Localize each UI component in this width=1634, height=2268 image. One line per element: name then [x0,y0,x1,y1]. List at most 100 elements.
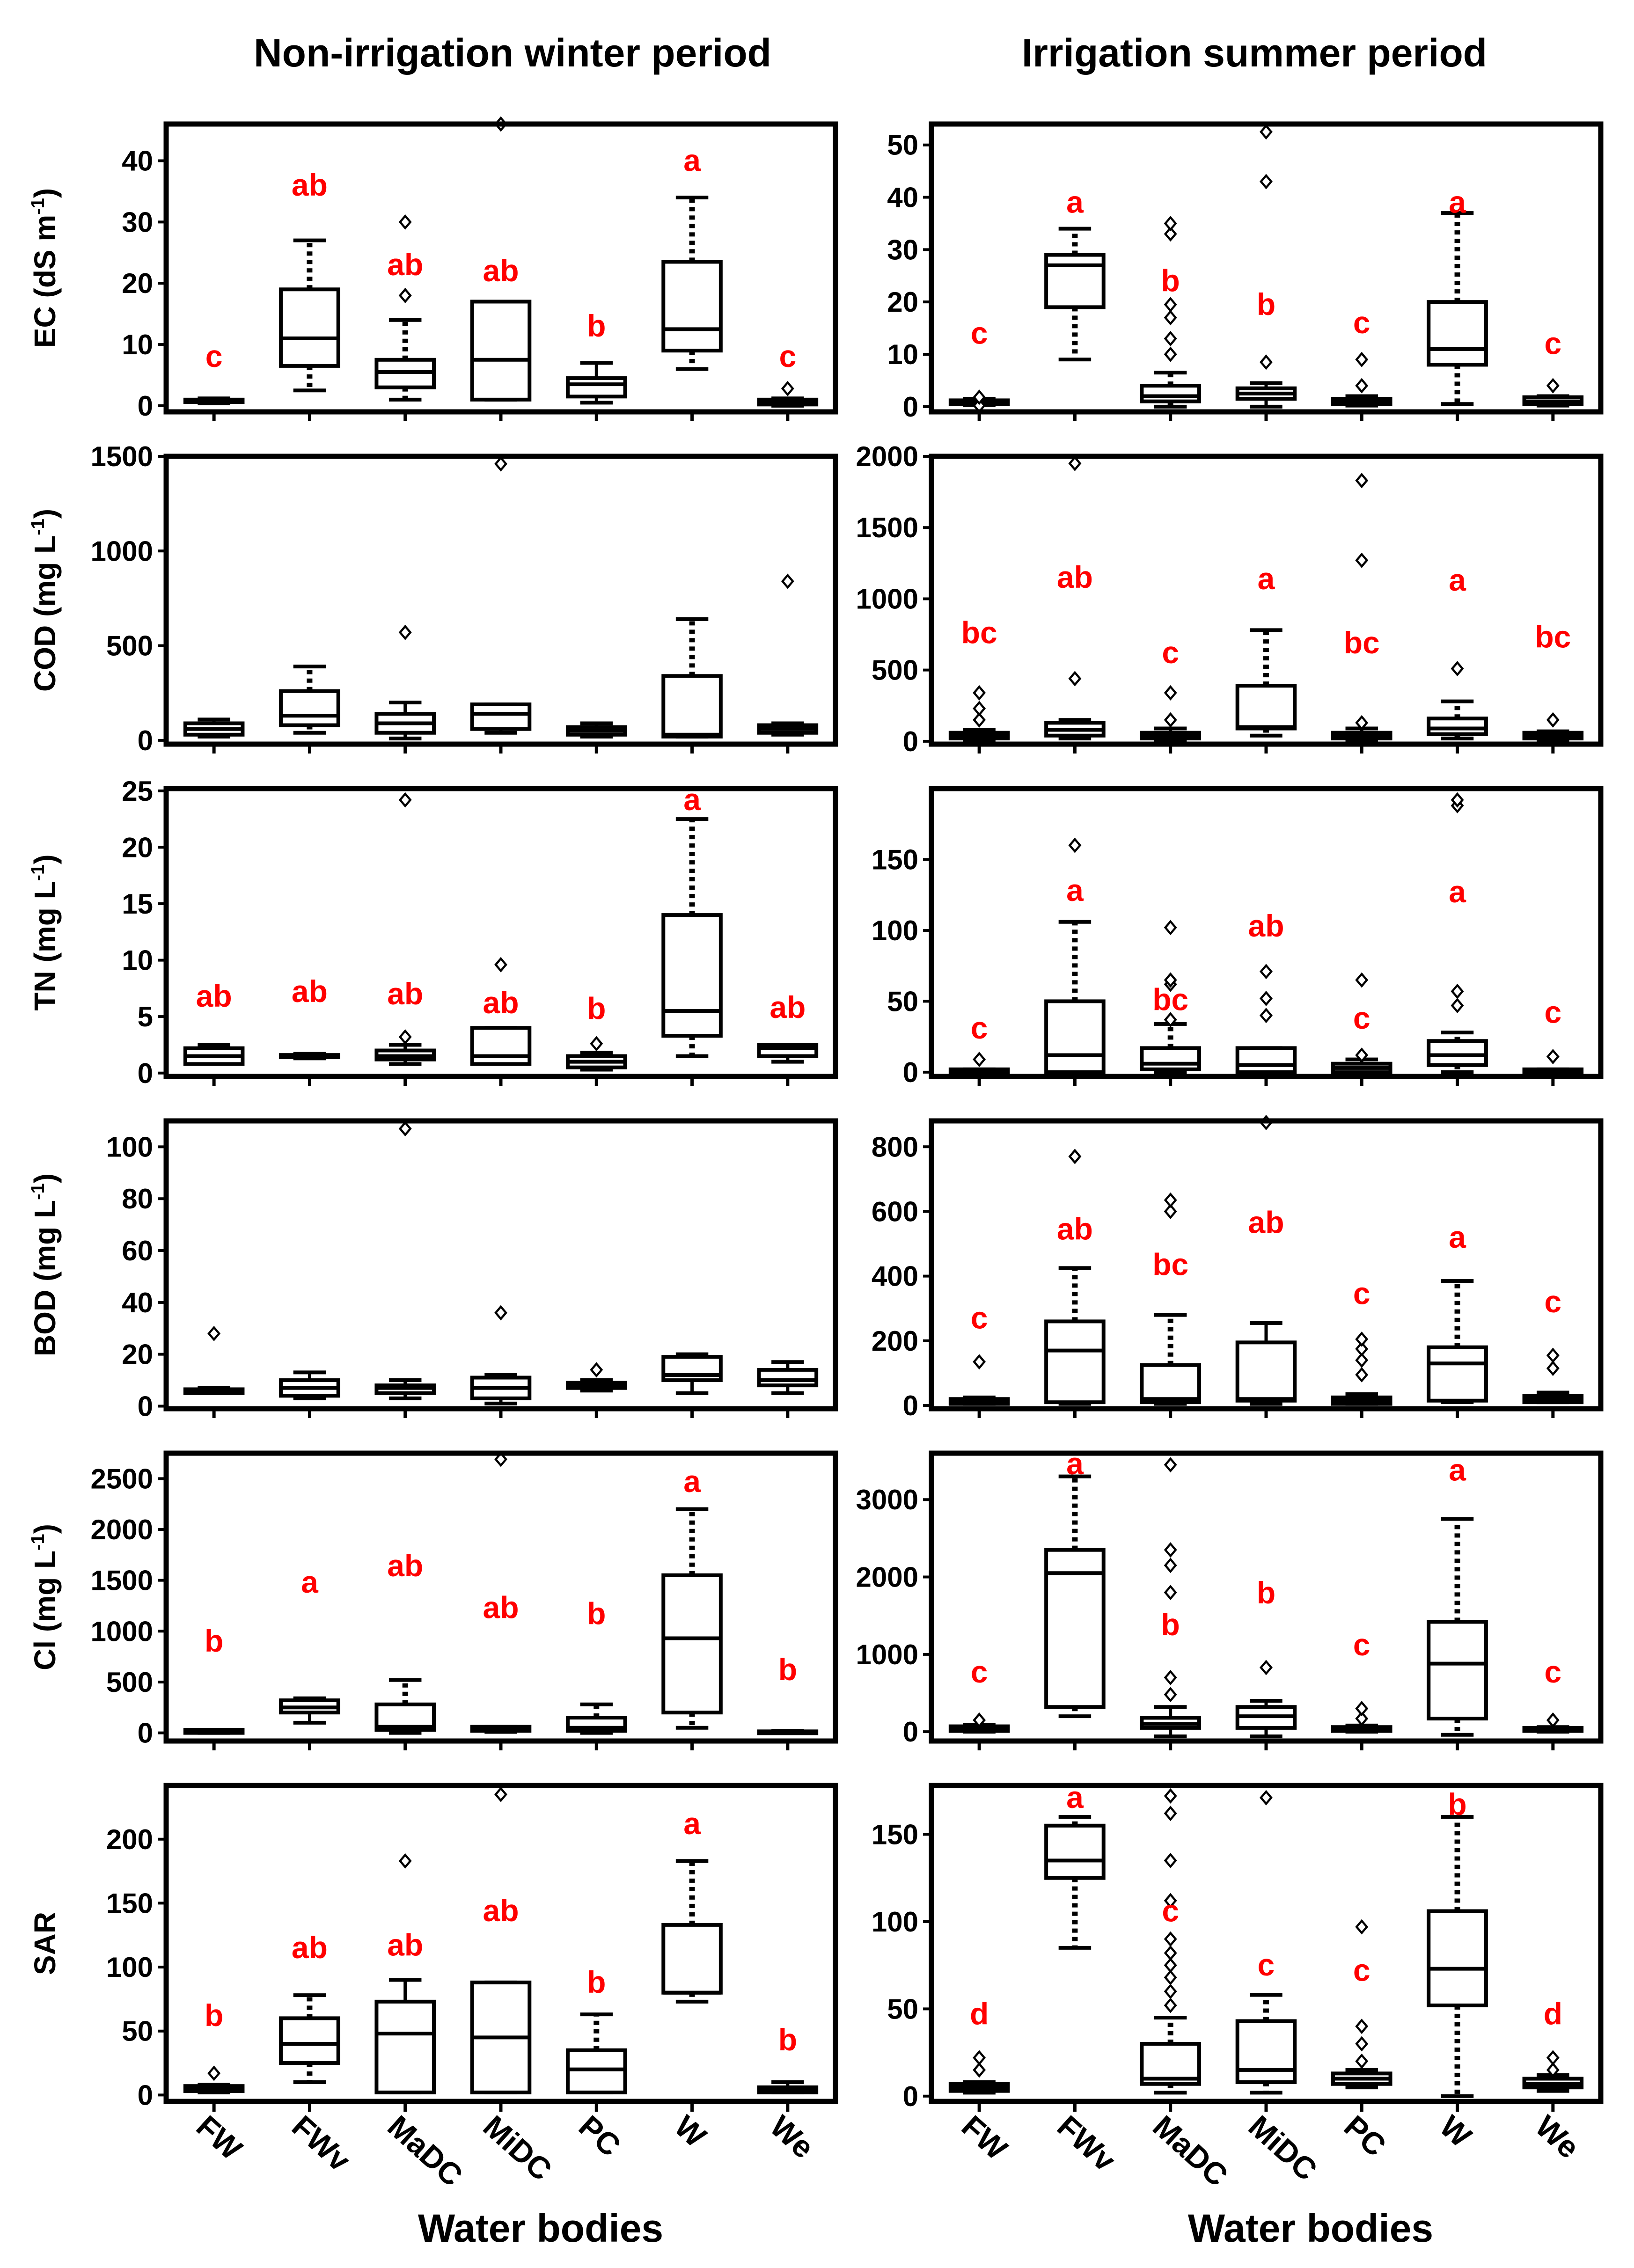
panel-ec-summer: 0 10 20 30 40 50 c a b b c a c [887,121,1604,423]
box-W [661,1507,723,1730]
y-tick-label: 3000 [856,1484,918,1515]
significance-letter: c [1162,1894,1179,1928]
box-FWv [1044,455,1106,740]
significance-letter: c [1353,1627,1370,1662]
box-MiDC [470,1786,532,2094]
significance-letter: a [683,143,701,178]
y-tick-label: 40 [122,1287,153,1318]
significance-letter: b [1161,263,1180,298]
y-axis-title: TN (mg L-1) [28,854,62,1010]
outlier-point [1164,1983,1177,1999]
significance-letter: a [683,1464,701,1499]
y-tick-label: 1000 [856,583,918,615]
outlier-point [1546,1361,1560,1376]
box-FW [948,1712,1010,1734]
box-W [1427,792,1488,1074]
y-tick-label: 150 [872,844,918,875]
y-tick-label: 20 [122,832,153,863]
outlier-point [1355,2019,1369,2034]
box-PC [1331,351,1392,408]
y-axis-title-main: TN (mg L [28,881,62,1010]
y-tick-label: 50 [887,986,918,1017]
box-iqr [1140,1363,1201,1405]
outlier-point [1355,473,1369,489]
y-tick-label: 0 [138,1390,153,1422]
significance-letter: ab [1057,560,1093,594]
box-iqr [1140,1046,1201,1071]
box-iqr [1044,1548,1106,1709]
outlier-point [398,287,412,303]
x-tick-label-MiDC: MiDC [477,2108,559,2187]
outlier-point [1355,378,1369,394]
box-FW [948,389,1010,414]
outlier-point [1164,1788,1177,1804]
y-tick-label: 0 [903,1057,918,1088]
outlier-point [973,685,986,701]
y-tick-label: 150 [106,1888,153,1919]
outlier-point [1260,174,1273,190]
box-We [757,1360,819,1395]
box-FW [183,1043,245,1066]
outlier-point [1164,1957,1177,1973]
significance-letter: ab [1057,1211,1093,1246]
significance-letter: ab [196,979,232,1013]
panel-bod-winter: 0 20 40 60 80 100 BOD (mg L-1) [28,1118,838,1422]
significance-letter: a [1449,874,1466,909]
y-tick-label: 500 [872,655,918,686]
significance-letter: b [1257,1575,1275,1610]
significance-letter: ab [483,1590,519,1624]
significance-letter: ab [387,247,423,282]
box-PC [566,1362,627,1393]
y-axis-title-main: COD (mg L [28,535,62,692]
significance-letter: c [971,315,988,350]
x-tick-label-PC: PC [1338,2108,1393,2163]
box-iqr [661,674,723,739]
y-tick-label: 40 [887,182,918,213]
significance-letter: b [587,1596,606,1631]
significance-letter: c [1544,1284,1561,1319]
y-axis-title: SAR [28,1912,62,1975]
outlier-point [1451,661,1464,677]
y-tick-label: 1000 [856,1639,918,1670]
significance-letter: a [1449,1220,1466,1254]
box-MiDC [470,456,532,735]
outlier-point [973,712,986,728]
box-iqr [1427,717,1488,736]
box-FWv [1044,1815,1106,1950]
y-tick-label: 800 [872,1131,918,1163]
outlier-point [1260,354,1273,370]
y-axis-title-main: Cl (mg L [28,1551,62,1670]
outlier-point [1355,1701,1369,1717]
box-MiDC [1235,1790,1297,2095]
significance-letter: a [1449,185,1466,219]
outlier-point [398,1029,412,1045]
box-iqr [470,300,532,402]
y-tick-label: 0 [903,1390,918,1421]
box-FWv [279,1993,340,2085]
outlier-point [973,1354,986,1370]
box-PC [566,1702,627,1735]
significance-letter: b [587,1965,606,1999]
box-PC [1331,473,1392,742]
outlier-point [1164,215,1177,231]
y-axis-title-close: ) [28,854,62,864]
outlier-point [494,1451,507,1467]
outlier-point [1164,920,1177,936]
significance-letter: ab [387,247,423,282]
y-tick-label: 0 [903,391,918,423]
x-tick-label-We: We [763,2108,821,2165]
outlier-point [1164,1893,1177,1909]
outlier-point [973,2062,986,2078]
y-tick-label: 2000 [856,441,918,472]
box-PC [1331,1331,1392,1406]
outlier-point [207,2065,221,2081]
outlier-point [1260,964,1273,980]
significance-letter: a [1449,563,1466,597]
outlier-point [1164,1852,1177,1868]
significance-letter: a [1258,561,1275,596]
outlier-point [1164,1558,1177,1573]
y-axis-title-close: ) [28,509,62,519]
significance-letter: c [1353,1953,1370,1987]
